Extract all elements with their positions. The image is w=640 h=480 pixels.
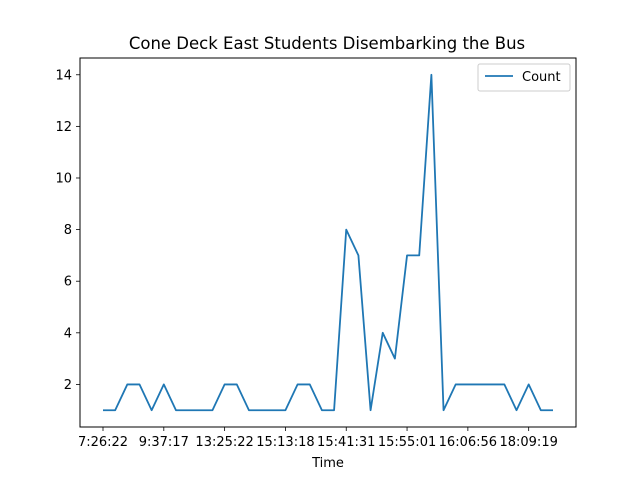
x-tick-label: 15:13:18 [256, 435, 314, 450]
legend: Count [477, 63, 571, 92]
y-axis: 2 4 6 8 10 12 14 [55, 68, 80, 393]
x-tick-label: 9:37:17 [139, 435, 189, 450]
series-line-count [103, 73, 553, 412]
plot-area [103, 73, 553, 412]
y-tick-label: 12 [55, 120, 72, 135]
axes-frame [79, 57, 577, 428]
y-tick-label: 6 [64, 275, 72, 290]
legend-box [477, 63, 571, 92]
y-tick-label: 2 [64, 378, 72, 393]
x-axis-label: Time [311, 456, 344, 471]
y-tick-label: 14 [55, 68, 72, 83]
chart-title: Cone Deck East Students Disembarking the… [129, 34, 525, 53]
x-axis: 7:26:22 9:37:17 13:25:22 15:13:18 15:41:31 15… [78, 427, 558, 450]
x-tick-label: 18:09:19 [499, 435, 557, 450]
x-tick-label: 16:06:56 [439, 435, 497, 450]
legend-label: Count [522, 70, 561, 85]
y-tick-label: 4 [64, 326, 72, 341]
x-tick-label: 15:41:31 [317, 435, 375, 450]
x-tick-label: 13:25:22 [195, 435, 253, 450]
x-tick-label: 15:55:01 [378, 435, 436, 450]
y-tick-label: 10 [55, 171, 72, 186]
x-tick-label: 7:26:22 [78, 435, 128, 450]
y-tick-label: 8 [64, 223, 72, 238]
